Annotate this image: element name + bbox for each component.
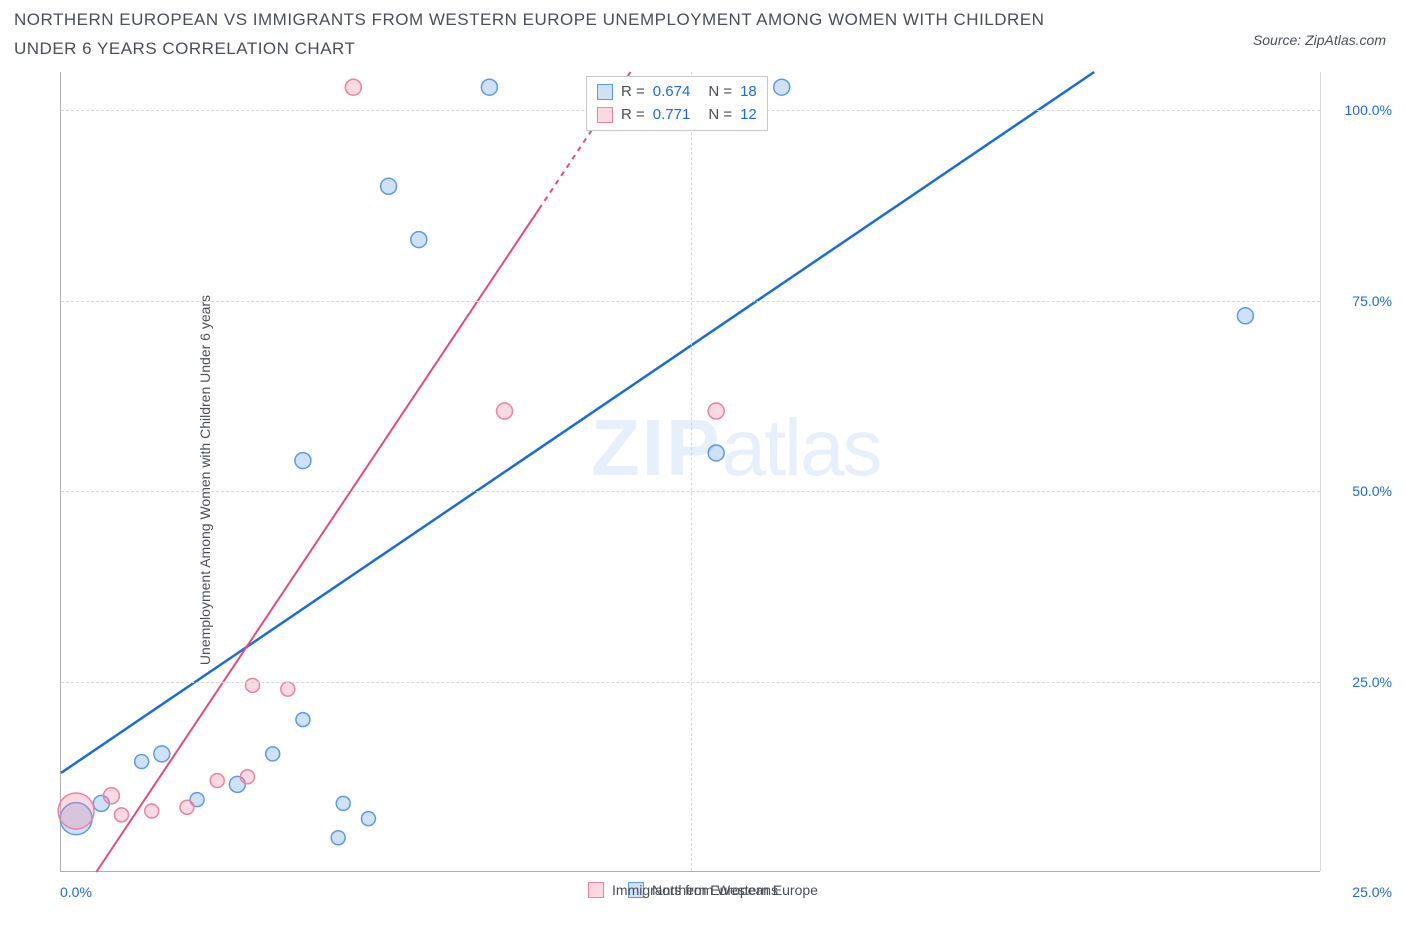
- stats-row: R = 0.771 N = 12: [597, 104, 757, 127]
- data-point: [281, 682, 295, 696]
- stats-r-value: 0.674: [653, 81, 691, 104]
- stats-n-label: N =: [708, 104, 732, 127]
- y-tick-label: 100.0%: [1345, 102, 1392, 118]
- stats-box: R = 0.674 N = 18 R = 0.771 N = 12: [586, 76, 768, 131]
- data-point: [497, 403, 513, 419]
- legend-label: Immigrants from Western Europe: [612, 882, 818, 898]
- data-point: [381, 178, 397, 194]
- data-point: [296, 713, 310, 727]
- trend-line-0: [61, 72, 1094, 773]
- data-point: [345, 79, 361, 95]
- data-point: [266, 747, 280, 761]
- x-right-edge: [1320, 72, 1321, 871]
- data-point: [1237, 308, 1253, 324]
- source-attribution: Source: ZipAtlas.com: [1253, 32, 1386, 48]
- x-tick-right: 25.0%: [1352, 884, 1392, 900]
- data-point: [331, 831, 345, 845]
- watermark-light: atlas: [721, 403, 880, 492]
- stats-n-value: 18: [740, 81, 757, 104]
- stats-n-label: N =: [708, 81, 732, 104]
- data-point: [180, 800, 194, 814]
- data-point: [481, 79, 497, 95]
- x-tick-left: 0.0%: [60, 884, 92, 900]
- data-point: [58, 793, 94, 829]
- data-point: [114, 808, 128, 822]
- data-point: [774, 79, 790, 95]
- stats-row: R = 0.674 N = 18: [597, 81, 757, 104]
- data-point: [103, 788, 119, 804]
- watermark: ZIPatlas: [591, 402, 880, 494]
- y-tick-label: 50.0%: [1352, 483, 1392, 499]
- stats-n-value: 12: [740, 104, 757, 127]
- data-point: [246, 678, 260, 692]
- data-point: [411, 232, 427, 248]
- data-point: [240, 770, 254, 784]
- data-point: [135, 755, 149, 769]
- legend-swatch: [588, 882, 604, 898]
- stats-r-value: 0.771: [653, 104, 691, 127]
- y-tick-label: 25.0%: [1352, 674, 1392, 690]
- watermark-bold: ZIP: [591, 403, 721, 492]
- chart-container: Unemployment Among Women with Children U…: [0, 72, 1406, 930]
- data-point: [336, 796, 350, 810]
- trend-line-1: [96, 209, 539, 872]
- data-point: [361, 812, 375, 826]
- stats-r-label: R =: [621, 104, 645, 127]
- data-point: [154, 746, 170, 762]
- legend-item: Immigrants from Western Europe: [588, 882, 818, 898]
- chart-title: NORTHERN EUROPEAN VS IMMIGRANTS FROM WES…: [14, 6, 1094, 64]
- stats-swatch: [597, 84, 613, 100]
- data-point: [210, 774, 224, 788]
- data-point: [295, 453, 311, 469]
- stats-r-label: R =: [621, 81, 645, 104]
- stats-swatch: [597, 107, 613, 123]
- data-point: [145, 804, 159, 818]
- y-tick-label: 75.0%: [1352, 293, 1392, 309]
- plot-area: ZIPatlas R = 0.674 N = 18 R = 0.771 N = 12: [60, 72, 1320, 872]
